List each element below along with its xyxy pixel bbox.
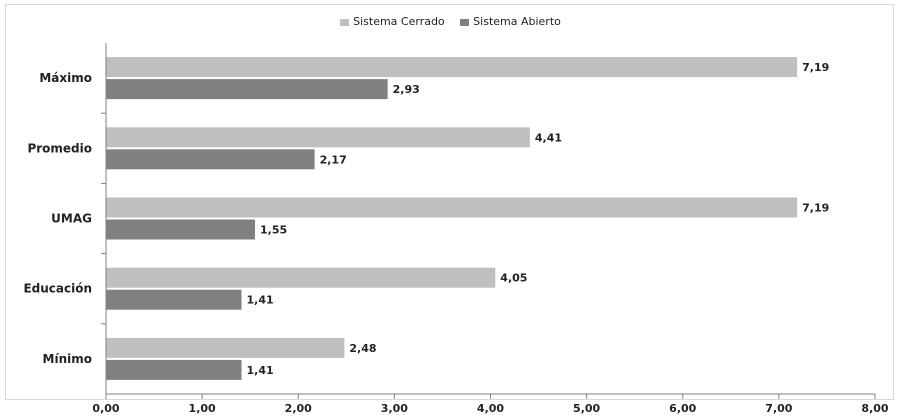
data-label-minimo-abierto: 1,41 (247, 364, 274, 377)
x-tick-label: 4,00 (477, 402, 504, 415)
bar-maximo-abierto (106, 79, 388, 100)
x-tick-label: 3,00 (381, 402, 408, 415)
data-label-umag-cerrado: 7,19 (802, 202, 829, 215)
x-tick-label: 0,00 (92, 402, 119, 415)
chart-frame (5, 4, 894, 400)
category-label-promedio: Promedio (27, 141, 92, 155)
bar-educacion-cerrado (106, 267, 496, 288)
x-tick-label: 5,00 (573, 402, 600, 415)
bar-umag-cerrado (106, 197, 798, 218)
category-label-maximo: Máximo (39, 71, 92, 85)
bar-maximo-cerrado (106, 57, 798, 78)
x-tick-label: 6,00 (669, 402, 696, 415)
data-label-maximo-abierto: 2,93 (393, 83, 420, 96)
bar-minimo-abierto (106, 359, 242, 380)
data-label-umag-abierto: 1,55 (260, 224, 287, 237)
bar-promedio-cerrado (106, 127, 530, 148)
data-label-educacion-cerrado: 4,05 (500, 272, 527, 285)
category-label-educacion: Educación (23, 282, 92, 296)
data-label-minimo-cerrado: 2,48 (349, 342, 376, 355)
data-label-promedio-cerrado: 4,41 (535, 131, 562, 144)
legend-label-sistema-abierto: Sistema Abierto (473, 15, 561, 28)
bar-promedio-abierto (106, 149, 315, 170)
data-label-educacion-abierto: 1,41 (247, 294, 274, 307)
category-label-umag: UMAG (51, 212, 92, 226)
bar-minimo-cerrado (106, 337, 345, 358)
data-label-maximo-cerrado: 7,19 (802, 61, 829, 74)
bar-umag-abierto (106, 219, 255, 240)
legend-swatch-sistema-abierto (460, 18, 470, 26)
category-label-minimo: Mínimo (43, 352, 92, 366)
legend-item-sistema-abierto: Sistema Abierto (460, 15, 561, 28)
x-tick-label: 7,00 (765, 402, 792, 415)
legend-label-sistema-cerrado: Sistema Cerrado (353, 15, 445, 28)
legend-item-sistema-cerrado: Sistema Cerrado (340, 15, 445, 28)
legend: Sistema Cerrado Sistema Abierto (0, 15, 901, 28)
x-tick-label: 1,00 (189, 402, 216, 415)
bar-educacion-abierto (106, 289, 242, 310)
data-label-promedio-abierto: 2,17 (320, 153, 347, 166)
x-tick-label: 8,00 (861, 402, 888, 415)
legend-swatch-sistema-cerrado (340, 18, 350, 26)
x-tick-label: 2,00 (285, 402, 312, 415)
